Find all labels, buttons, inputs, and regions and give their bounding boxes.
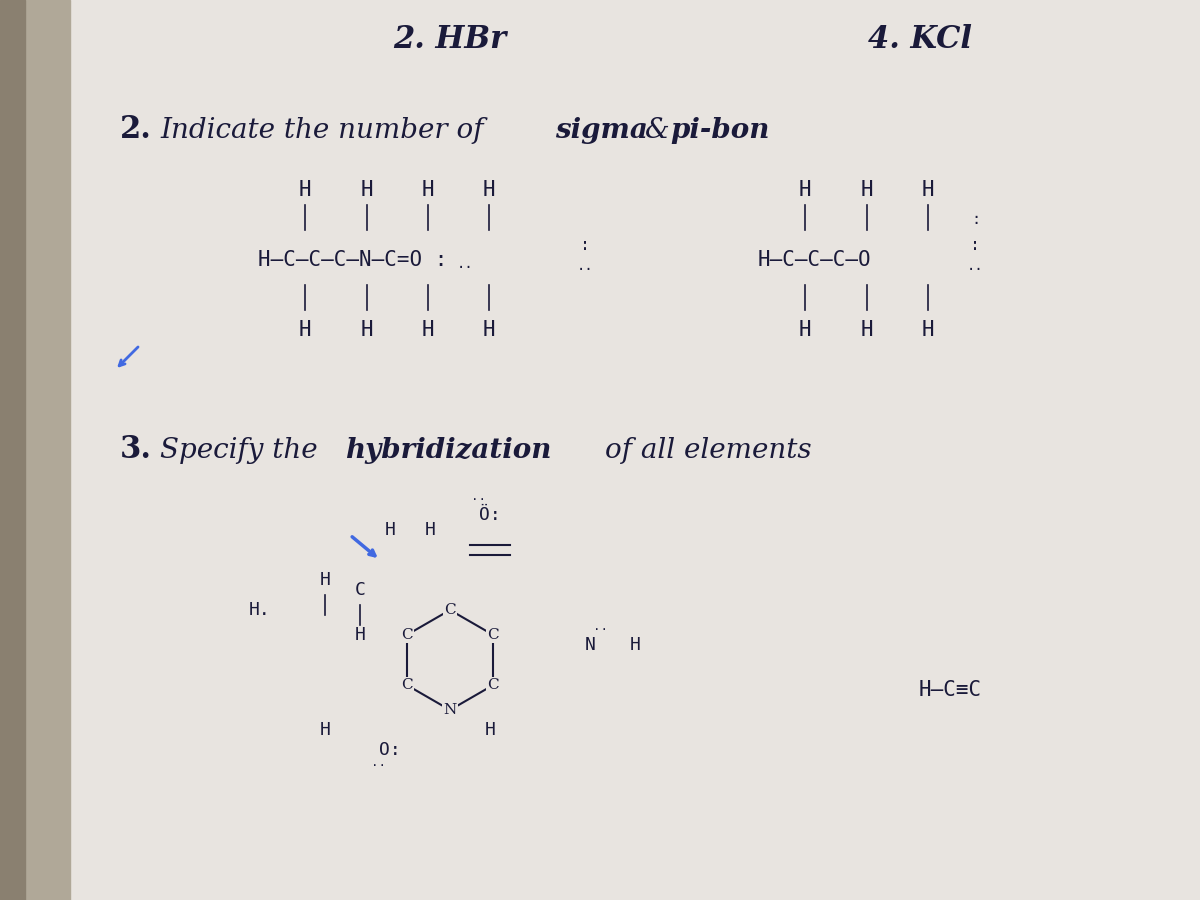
Text: H–C–C–C–N–C=O :: H–C–C–C–N–C=O : [258, 250, 448, 270]
Bar [0, 0, 70, 900]
Text: :: : [970, 236, 980, 254]
Text: H: H [630, 636, 641, 654]
Bar [0, 0, 25, 900]
Text: of all elements: of all elements [605, 436, 811, 464]
Text: H: H [421, 320, 434, 340]
Text: 4. KCl: 4. KCl [868, 24, 972, 56]
Text: H: H [384, 521, 396, 539]
Text: 2. HBr: 2. HBr [394, 24, 506, 56]
Text: Ö:: Ö: [479, 506, 500, 524]
Text: H: H [799, 180, 811, 200]
Text: H: H [425, 521, 436, 539]
Text: H: H [922, 320, 935, 340]
Text: sigma: sigma [554, 116, 648, 143]
Text: :: : [580, 236, 590, 254]
Text: H: H [922, 180, 935, 200]
Text: 2.: 2. [120, 114, 152, 146]
Text: H–C≡C: H–C≡C [918, 680, 982, 700]
Text: pi-bon: pi-bon [670, 116, 769, 143]
Text: H: H [799, 320, 811, 340]
Text: Indicate the number of: Indicate the number of [160, 116, 484, 143]
Text: H: H [482, 180, 496, 200]
Text: H: H [299, 180, 311, 200]
Text: hybridization: hybridization [346, 436, 551, 464]
Text: C: C [354, 581, 366, 599]
Text: Specify the: Specify the [160, 436, 318, 464]
Text: H: H [319, 571, 330, 589]
Text: ··: ·· [593, 624, 607, 636]
Text: H–C–C–C–O: H–C–C–C–O [758, 250, 871, 270]
Text: H: H [319, 721, 330, 739]
Text: ··: ·· [577, 263, 593, 277]
Text: H: H [482, 320, 496, 340]
Text: H: H [361, 320, 373, 340]
Text: N: N [584, 636, 595, 654]
Text: H.: H. [250, 601, 271, 619]
Text: 3.: 3. [120, 435, 152, 465]
Text: H: H [354, 626, 366, 644]
Text: ··: ·· [371, 759, 385, 771]
Text: &: & [646, 116, 679, 143]
Text: C: C [401, 678, 413, 692]
Text: ··: ·· [967, 263, 983, 277]
Text: N: N [443, 703, 457, 717]
Text: H: H [860, 180, 874, 200]
Text: C: C [487, 628, 499, 642]
Text: H: H [361, 180, 373, 200]
Text: C: C [401, 628, 413, 642]
Text: ··: ·· [457, 261, 473, 275]
Text: H: H [421, 180, 434, 200]
Text: H: H [860, 320, 874, 340]
Text: O:: O: [379, 741, 401, 759]
Text: H: H [485, 721, 496, 739]
Text: ··: ·· [470, 493, 486, 507]
Text: C: C [444, 603, 456, 617]
Text: C: C [487, 678, 499, 692]
Text: :: : [972, 212, 980, 228]
Text: H: H [299, 320, 311, 340]
